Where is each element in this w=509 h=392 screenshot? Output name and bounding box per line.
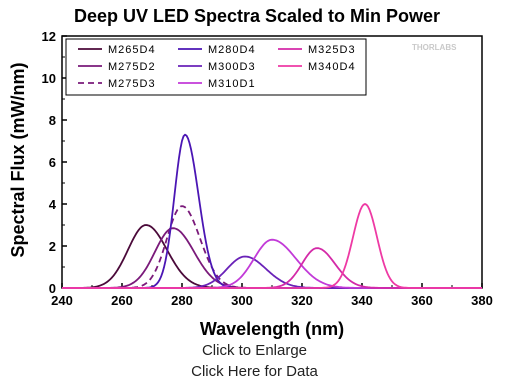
y-tick-label: 6 bbox=[49, 155, 56, 170]
chart-title: Deep UV LED Spectra Scaled to Min Power bbox=[74, 6, 440, 26]
thorlabs-watermark: THORLABS bbox=[412, 43, 457, 52]
series-line-m280d4 bbox=[62, 133, 482, 289]
x-axis-label: Wavelength (nm) bbox=[200, 319, 344, 339]
x-tick-label: 300 bbox=[231, 293, 253, 308]
x-tick-label: 380 bbox=[471, 293, 493, 308]
series-line-m300d3 bbox=[62, 255, 482, 289]
axis-ticks: 240 260 280 300 320 340 360 380 0 2 4 6 8 10 12 bbox=[42, 29, 493, 308]
series-line-m265d4 bbox=[62, 224, 482, 289]
y-axis-label: Spectral Flux (mW/nm) bbox=[8, 62, 28, 257]
y-tick-label: 8 bbox=[49, 113, 56, 128]
x-tick-label: 240 bbox=[51, 293, 73, 308]
legend-label: M265D4 bbox=[108, 44, 156, 56]
series-line-m275d3 bbox=[62, 205, 482, 289]
click-for-data-link[interactable]: Click Here for Data bbox=[191, 363, 318, 380]
legend: M265D4 M275D2 M275D3 M280D4 M300D3 M310D1 M325… bbox=[65, 38, 367, 96]
x-tick-label: 280 bbox=[171, 293, 193, 308]
x-tick-label: 320 bbox=[291, 293, 313, 308]
legend-label: M275D3 bbox=[108, 78, 156, 90]
y-tick-label: 4 bbox=[49, 197, 57, 212]
series-line-m340d4 bbox=[62, 203, 482, 289]
series-line-m310d1 bbox=[62, 238, 482, 289]
y-tick-label: 10 bbox=[42, 71, 56, 86]
legend-label: M300D3 bbox=[208, 61, 256, 73]
legend-box bbox=[65, 38, 367, 96]
spectra-chart: Deep UV LED Spectra Scaled to Min Power … bbox=[8, 6, 493, 339]
x-tick-label: 260 bbox=[111, 293, 133, 308]
y-tick-label: 2 bbox=[49, 239, 56, 254]
legend-label: M310D1 bbox=[208, 78, 256, 90]
legend-label: M325D3 bbox=[308, 44, 356, 56]
series-curves bbox=[62, 133, 482, 289]
click-to-enlarge-link[interactable]: Click to Enlarge bbox=[201, 342, 308, 359]
legend-label: M275D2 bbox=[108, 61, 156, 73]
x-tick-label: 340 bbox=[351, 293, 373, 308]
y-tick-label: 0 bbox=[49, 281, 56, 296]
x-tick-label: 360 bbox=[411, 293, 433, 308]
legend-label: M280D4 bbox=[208, 44, 256, 56]
legend-label: M340D4 bbox=[308, 61, 356, 73]
y-tick-label: 12 bbox=[42, 29, 56, 44]
